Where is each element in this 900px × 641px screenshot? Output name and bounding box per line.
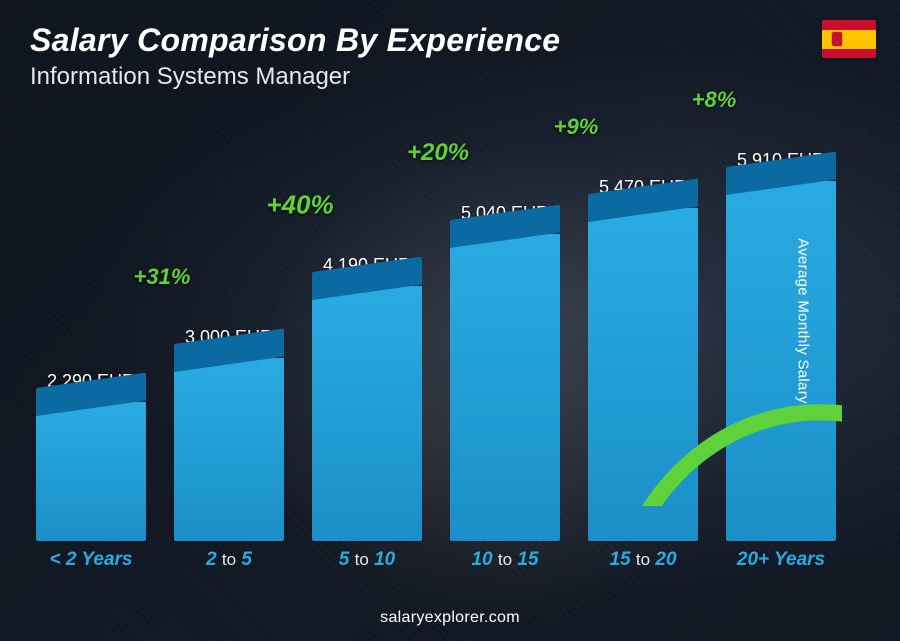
bar-chart: 2,290 EUR 3,000 EUR 4,190 EUR 5,040 EUR 5,47… (30, 100, 842, 581)
x-axis-label: 5 to 10 (312, 549, 422, 581)
page-title: Salary Comparison By Experience (30, 22, 870, 59)
bar-slot: 5,040 EUR (450, 203, 560, 541)
footer-link: salaryexplorer.com (0, 609, 900, 627)
y-axis-label: Average Monthly Salary (795, 238, 812, 404)
x-axis-label: 20+ Years (726, 549, 836, 581)
x-axis-label: < 2 Years (36, 549, 146, 581)
x-axis-label: 10 to 15 (450, 549, 560, 581)
increase-pct-label: +9% (554, 114, 599, 140)
bar-slot: 2,290 EUR (36, 371, 146, 541)
infographic-root: Salary Comparison By Experience Informat… (0, 0, 900, 641)
bar (312, 286, 422, 541)
bar (450, 234, 560, 541)
increase-pct-label: +20% (407, 139, 469, 167)
increase-pct-label: +8% (692, 87, 737, 113)
page-subtitle: Information Systems Manager (30, 63, 870, 91)
x-axis-label: 2 to 5 (174, 549, 284, 581)
country-flag-spain (822, 20, 876, 58)
bar (36, 402, 146, 541)
increase-pct-label: +40% (266, 190, 333, 221)
bar-slot: 3,000 EUR (174, 327, 284, 541)
bar (588, 208, 698, 541)
bar-slot: 5,910 EUR (726, 150, 836, 541)
bar (726, 181, 836, 541)
x-axis-label: 15 to 20 (588, 549, 698, 581)
bar (174, 358, 284, 541)
increase-pct-label: +31% (134, 264, 191, 290)
bar-slot: 4,190 EUR (312, 255, 422, 541)
bar-slot: 5,470 EUR (588, 177, 698, 541)
